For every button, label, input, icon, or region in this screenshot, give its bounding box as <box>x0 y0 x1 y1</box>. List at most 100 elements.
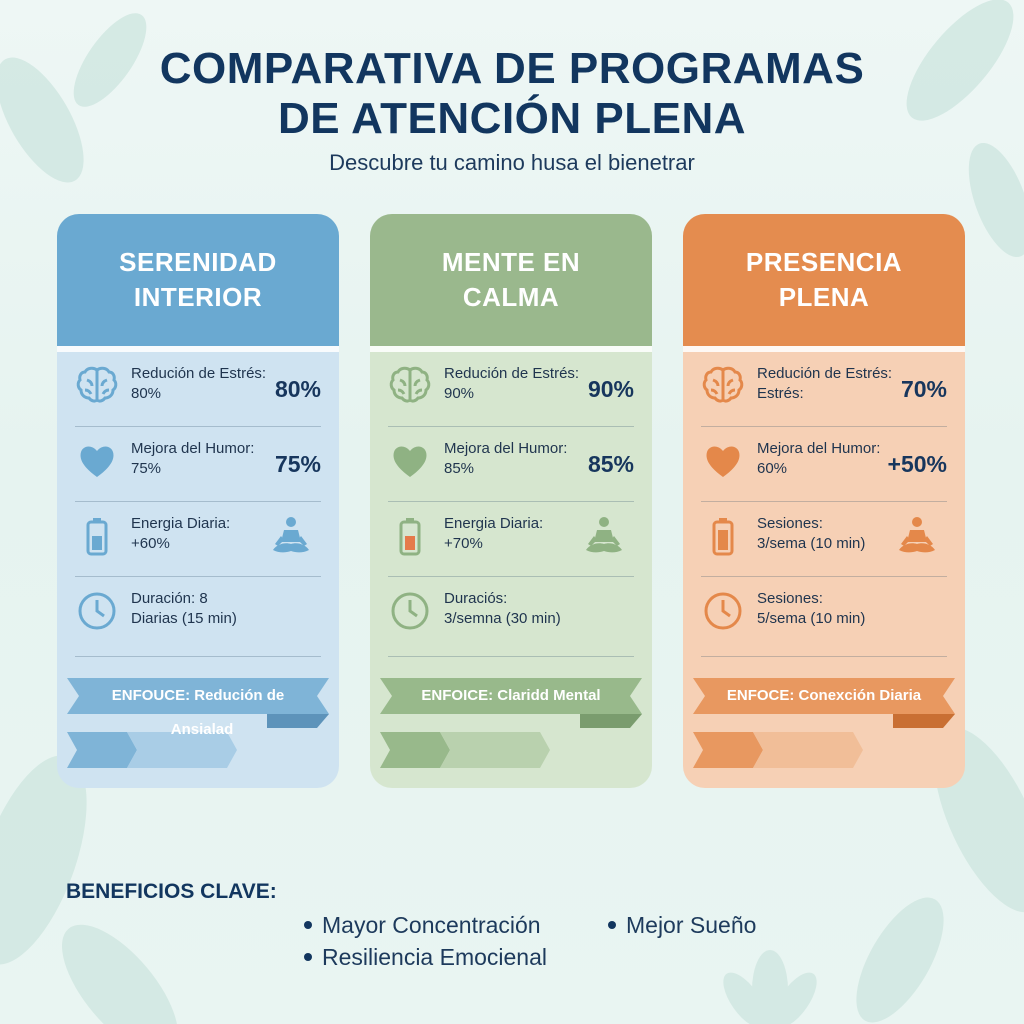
heart-icon <box>706 446 740 477</box>
metric-stress: Redución de Estrés: Estrés: 70% <box>701 352 947 427</box>
metric-label-line-1: Redución de Estrés: <box>757 365 893 382</box>
metric-sessions: Sesiones: 3/sema (10 min) <box>701 502 947 577</box>
metric-label-line-2: 75% <box>131 460 162 477</box>
program-card-header: SERENIDAD INTERIOR <box>57 214 339 346</box>
metric-duration: Duración: 8 Diarias (15 min) <box>75 577 321 657</box>
bullet-icon <box>304 952 312 961</box>
program-name-line-2: PLENA <box>778 282 870 312</box>
battery-icon <box>399 518 421 556</box>
focus-label: ENFOICE: Claridd Mental <box>421 687 601 704</box>
metric-duration: Sesiones: 5/sema (10 min) <box>701 577 947 657</box>
benefit-item: Mayor Concentración <box>304 912 541 939</box>
program-card-header: PRESENCIA PLENA <box>683 214 965 346</box>
focus-label-line-2: Ansialad <box>170 721 234 738</box>
metric-label: Energia Diaria: +60% <box>131 514 281 554</box>
bullet-icon <box>608 920 616 929</box>
brain-icon <box>702 366 744 403</box>
metric-label: Duración: 8 Diarias (15 min) <box>131 589 281 629</box>
metric-label-line-1: Energia Diaria: <box>131 515 231 532</box>
ribbon-shape <box>693 678 955 768</box>
metric-label-line-1: Mejora del Humor: <box>131 440 255 457</box>
metric-value: 85% <box>587 451 634 477</box>
meditation-icon <box>273 517 309 553</box>
brain-icon <box>76 366 118 403</box>
program-card-serenidad: SERENIDAD INTERIOR Redución de Estrés: 8… <box>57 214 339 788</box>
metric-label: Duraciós: 3/semna (30 min) <box>444 589 594 629</box>
metric-label: Redución de Estrés: 80% <box>131 364 281 404</box>
clock-icon <box>78 592 116 630</box>
metric-label-line-2: 3/semna (30 min) <box>444 610 561 627</box>
meditation-icon <box>899 517 935 553</box>
page-subtitle: Descubre tu camino husa el bienetrar <box>329 150 695 175</box>
metric-energy: Energia Diaria: +70% <box>388 502 634 577</box>
meditation-icon <box>586 517 622 553</box>
title-line-2: DE ATENCIÓN PLENA <box>277 94 747 143</box>
battery-icon <box>86 518 108 556</box>
metric-value: +50% <box>887 451 947 477</box>
metric-label: Mejora del Humor: 60% <box>757 439 907 479</box>
metric-mood: Mejora del Humor: 85% 85% <box>388 427 634 502</box>
program-card-mente: MENTE EN CALMA Redución de Estrés: 90% 9… <box>370 214 652 788</box>
benefit-label: Mayor Concentración <box>322 912 541 938</box>
battery-icon <box>712 518 734 556</box>
metric-label-line-1: Energia Diaria: <box>444 515 544 532</box>
program-card-header: MENTE EN CALMA <box>370 214 652 346</box>
metric-label: Redución de Estrés: 90% <box>444 364 594 404</box>
benefits-title: BENEFICIOS CLAVE: <box>66 880 277 903</box>
ribbon-shape <box>380 678 642 768</box>
metric-mood: Mejora del Humor: 60% +50% <box>701 427 947 502</box>
metric-label-line-2: Estrés: <box>757 385 804 402</box>
heart-icon <box>80 446 114 477</box>
metric-label-line-1: Redución de Estrés: <box>444 365 580 382</box>
program-name-line-1: PRESENCIA <box>745 247 903 277</box>
title-line-1: COMPARATIVA DE PROGRAMAS <box>159 44 865 93</box>
metric-label-line-2: 80% <box>131 385 162 402</box>
metric-mood: Mejora del Humor: 75% 75% <box>75 427 321 502</box>
metric-label-line-2: 5/sema (10 min) <box>757 610 866 627</box>
metric-label-line-1: Duraciós: <box>444 590 508 607</box>
program-name-line-1: SERENIDAD <box>119 247 277 277</box>
metric-label: Sesiones: 5/sema (10 min) <box>757 589 907 629</box>
metric-label: Mejora del Humor: 85% <box>444 439 594 479</box>
program-card-body: Redución de Estrés: 90% 90% Mejora del H… <box>370 346 652 788</box>
metric-label-line-1: Redución de Estrés: <box>131 365 267 382</box>
metric-energy: Energia Diaria: +60% <box>75 502 321 577</box>
metric-value: 90% <box>587 376 634 402</box>
brain-icon <box>389 366 431 403</box>
metric-label-line-1: Sesiones: <box>757 515 823 532</box>
metric-label-line-2: +70% <box>444 535 483 552</box>
metric-label-line-1: Mejora del Humor: <box>444 440 568 457</box>
bullet-icon <box>304 920 312 929</box>
program-name-line-2: CALMA <box>462 282 560 312</box>
benefit-item: Resiliencia Emocienal <box>304 944 547 971</box>
benefit-label: Mejor Sueño <box>626 912 757 938</box>
metric-label-line-2: 3/sema (10 min) <box>757 535 866 552</box>
focus-ribbon: ENFOCE: Conexción Diaria <box>693 678 955 788</box>
metric-duration: Duraciós: 3/semna (30 min) <box>388 577 634 657</box>
metric-value: 70% <box>900 376 947 402</box>
focus-ribbon: ENFOUCE: Redución de Ansialad <box>67 678 329 788</box>
metric-label-line-2: +60% <box>131 535 170 552</box>
metric-value: 80% <box>274 376 321 402</box>
metric-label-line-2: 85% <box>444 460 475 477</box>
program-card-body: Redución de Estrés: 80% 80% Mejora del H… <box>57 346 339 788</box>
metric-label: Sesiones: 3/sema (10 min) <box>757 514 907 554</box>
program-name-line-2: INTERIOR <box>133 282 263 312</box>
metric-label-line-2: 60% <box>757 460 788 477</box>
heart-icon <box>393 446 427 477</box>
metric-label-line-1: Mejora del Humor: <box>757 440 881 457</box>
metric-label-line-2: 90% <box>444 385 475 402</box>
page-title: COMPARATIVA DE PROGRAMAS DE ATENCIÓN PLE… <box>0 44 1024 144</box>
program-name-line-1: MENTE EN <box>441 247 581 277</box>
clock-icon <box>704 592 742 630</box>
metric-stress: Redución de Estrés: 90% 90% <box>388 352 634 427</box>
focus-label: ENFOUCE: Redución de <box>111 687 285 704</box>
program-card-body: Redución de Estrés: Estrés: 70% Mejora d… <box>683 346 965 788</box>
ribbon-shape <box>67 678 329 768</box>
focus-ribbon: ENFOICE: Claridd Mental <box>380 678 642 788</box>
metric-label: Redución de Estrés: Estrés: <box>757 364 907 404</box>
metric-label: Mejora del Humor: 75% <box>131 439 281 479</box>
clock-icon <box>391 592 429 630</box>
metric-label-line-1: Duración: 8 <box>131 590 208 607</box>
metric-stress: Redución de Estrés: 80% 80% <box>75 352 321 427</box>
